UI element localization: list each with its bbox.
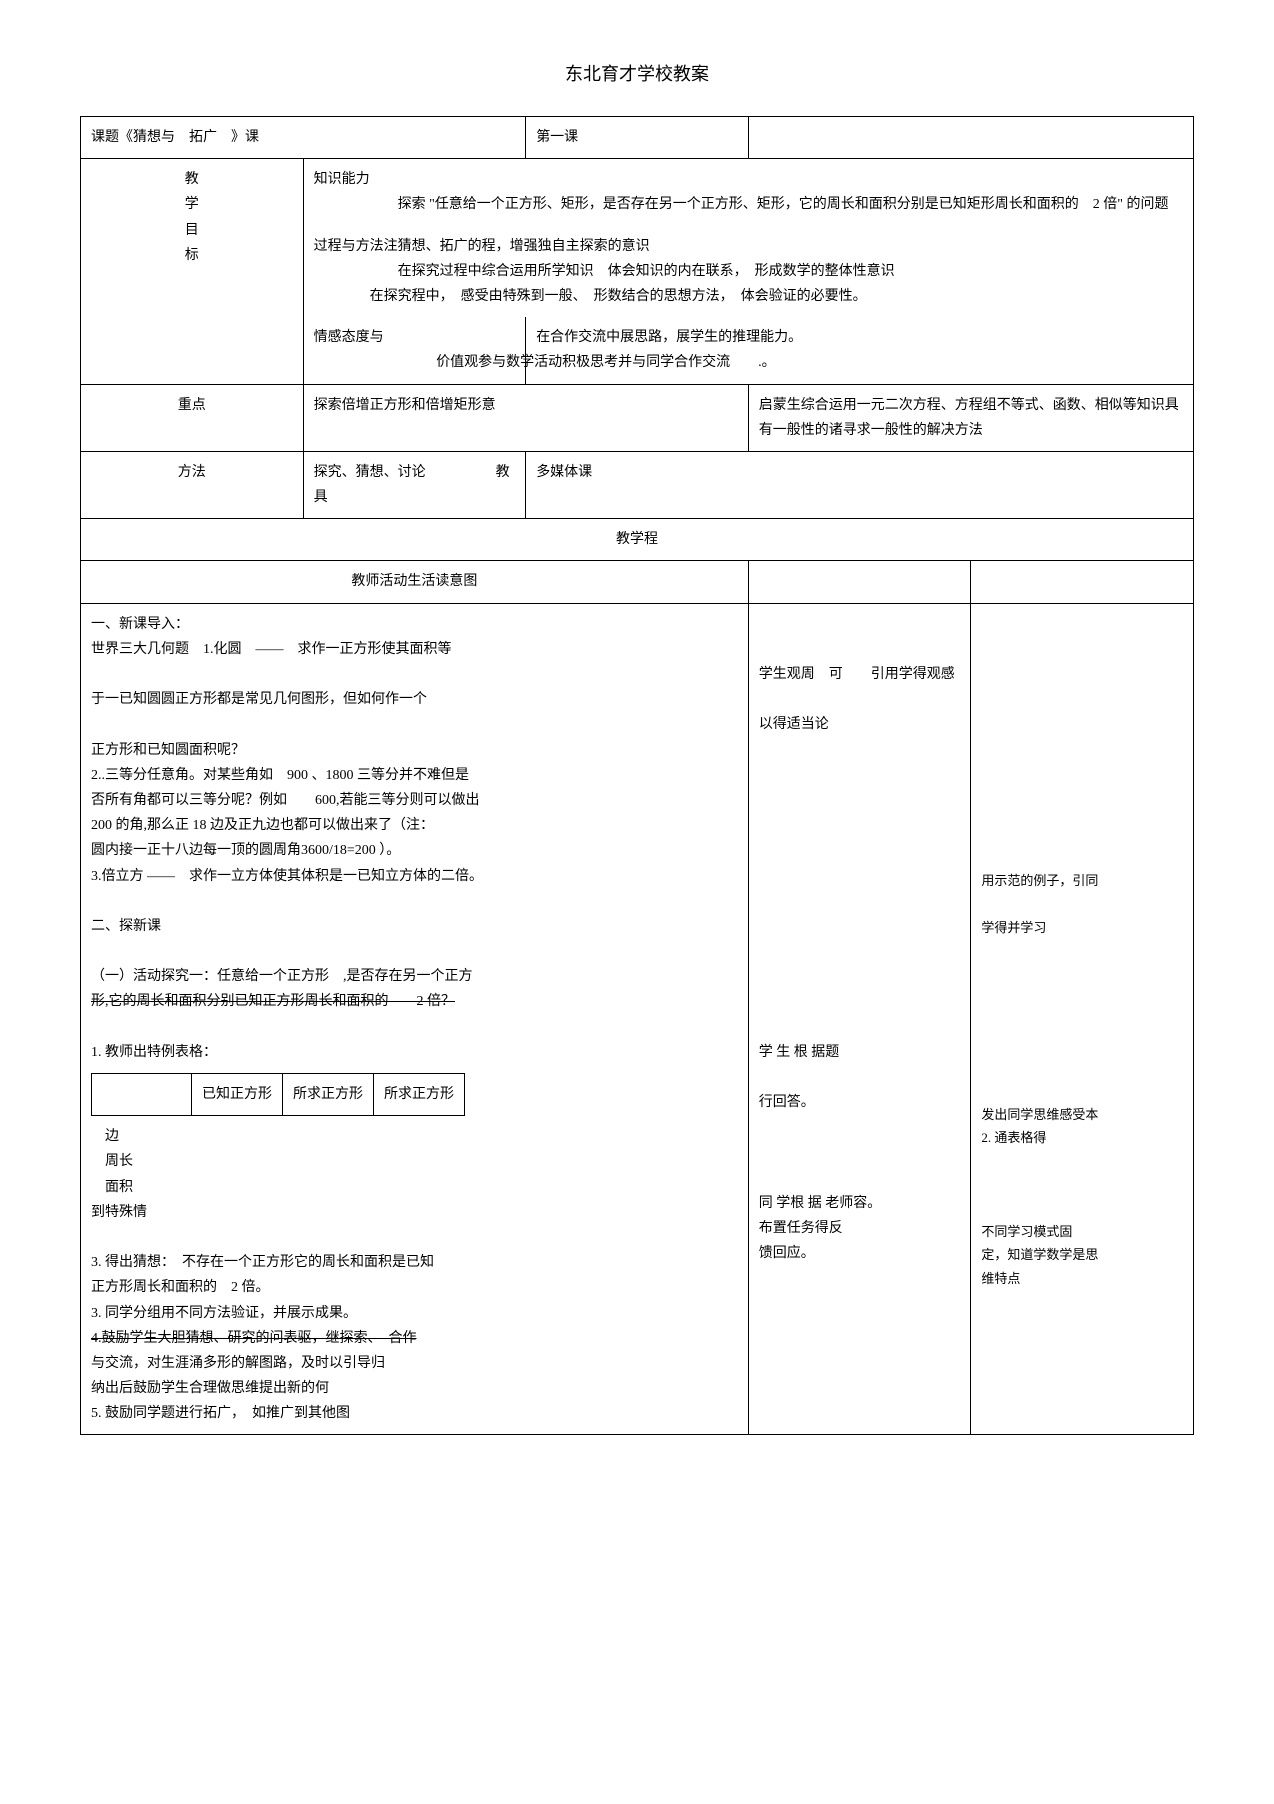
lesson-header-left: 课题《猜想与 拓广 》课 — [81, 117, 526, 159]
design-intent-content: 用示范的例子，引同 学得并学习 发出同学思维感受本 2. 通表格得 不同学习模式… — [971, 603, 1194, 1435]
method-label: 方法 — [81, 451, 304, 518]
teacher-activity-content: 一、新课导入： 世界三大几何题 1.化圆 —— 求作一正方形使其面积等 于一已知… — [81, 603, 749, 1435]
inner-col-2: 所求正方形 — [283, 1074, 374, 1116]
method-text: 探究、猜想、讨论 — [314, 465, 426, 480]
student-item-8: 布置任务得反 — [759, 1221, 843, 1236]
student-item-9: 馈回应。 — [759, 1246, 815, 1261]
lesson-plan-table: 课题《猜想与 拓广 》课 第一课 教学目标 知识能力 探索 "任意给一个正方形、… — [80, 116, 1194, 1435]
example-table: 已知正方形 所求正方形 所求正方形 — [91, 1073, 465, 1116]
student-item-2: 以得适当论 — [759, 717, 829, 732]
student-item-1: 学生观周 可 引用学得观感 — [759, 667, 955, 682]
purpose-item-5: 维特点 — [981, 1271, 1020, 1286]
intro-line-2: 于一已知圆圆正方形都是常见几何图形，但如何作一个 — [91, 692, 427, 707]
intro-line-4: 2..三等分任意角。对某些角如 900 、1800 三等分并不难但是 — [91, 768, 469, 783]
knowledge-content-1: 探索 "任意给一个正方形、矩形，是否存在另一个正方形、矩形，它的周长和面积分别是… — [398, 197, 1169, 212]
student-item-7: 同 学根 据 老师容。 — [759, 1196, 882, 1211]
intro-line-5: 否所有角都可以三等分呢？例如 600,若能三等分则可以做出 — [91, 793, 480, 808]
conjecture-7: 5. 鼓励同学题进行拓广， 如推广到其他图 — [91, 1406, 350, 1421]
conjecture-2: 正方形周长和面积的 2 倍。 — [91, 1280, 270, 1295]
method-content: 探究、猜想、讨论 教具 — [303, 451, 526, 518]
teacher-prompt: 1. 教师出特例表格： — [91, 1045, 217, 1060]
inner-row-2: 周长 — [105, 1154, 133, 1169]
newlesson-title: 二、探新课 — [91, 919, 161, 934]
conjecture-5: 与交流，对生涯涌多形的解图路，及时以引导归 — [91, 1356, 385, 1371]
inner-col-1: 已知正方形 — [192, 1074, 283, 1116]
process-row: 过程与方法注猜想、拓广的程，增强独自主探索的意识 在探究过程中综合运用所学知识 … — [303, 226, 1193, 318]
conjecture-3: 3. 同学分组用不同方法验证，并展示成果。 — [91, 1306, 357, 1321]
intro-line-6: 200 的角,那么正 18 边及正九边也都可以做出来了（注： — [91, 818, 434, 833]
keypoint-content: 探索倍增正方形和倍增矩形意 — [303, 384, 748, 451]
purpose-item-4: 学得并学习 — [981, 920, 1046, 935]
conjecture-1: 3. 得出猜想： 不存在一个正方形它的周长和面积是已知 — [91, 1255, 434, 1270]
intro-line-3: 正方形和已知圆面积呢？ — [91, 743, 245, 758]
lesson-header-right — [748, 117, 1193, 159]
lesson-header-mid: 第一课 — [526, 117, 749, 159]
process-label: 过程与方法注猜想、拓广的程，增强独自主探索的意识 — [314, 239, 650, 254]
conjecture-4-strike: 4.鼓励学生大胆猜想、研究的问表驱，继探索、 合作 — [91, 1331, 417, 1346]
emotion-content: 在合作交流中展思路，展学生的推理能力。 价值观参与数学活动积极思考并与同学合作交… — [526, 317, 1194, 384]
inner-row-3: 面积 — [105, 1180, 133, 1195]
tool-content: 多媒体课 — [526, 451, 1194, 518]
activity-1: （一）活动探究一：任意给一个正方形 ,是否存在另一个正方 — [91, 969, 473, 984]
process-content-1: 在探究过程中综合运用所学知识 体会知识的内在联系， 形成数学的整体性意识 — [398, 264, 895, 279]
difficulty-content: 启蒙生综合运用一元二次方程、方程组不等式、函数、相似等知识具有一般性的诸寻求一般… — [748, 384, 1193, 451]
process-content-2: 在探究程中， 感受由特殊到一般、 形数结合的思想方法， 体会验证的必要性。 — [370, 289, 867, 304]
student-activity-content: 学生观周 可 引用学得观感 以得适当论 学 生 根 据题 行回答。 同 学根 据… — [748, 603, 971, 1435]
objectives-label: 教学目标 — [81, 159, 304, 384]
purpose-item-3b: 不同学习模式固 — [981, 1224, 1072, 1239]
inner-col-3: 所求正方形 — [374, 1074, 465, 1116]
student-activity-header — [748, 561, 971, 603]
activity-1-strike: 形,它的周长和面积分别已知正方形周长和面积的 2 倍？ — [91, 994, 455, 1009]
purpose-item-1: 发出同学思维感受本 — [981, 1107, 1098, 1122]
values-text: 价值观参与数学活动积极思考并与同学合作交流 .。 — [436, 350, 776, 375]
purpose-item-4b: 定，知道学数学是思 — [981, 1247, 1098, 1262]
page-title: 东北育才学校教案 — [80, 60, 1194, 86]
keypoint-label: 重点 — [81, 384, 304, 451]
process-header: 教学程 — [81, 519, 1194, 561]
conjecture-6: 纳出后鼓励学生合理做思维提出新的何 — [91, 1381, 329, 1396]
intro-title: 一、新课导入： — [91, 617, 189, 632]
student-item-6: 行回答。 — [759, 1095, 815, 1110]
emotion-text: 在合作交流中展思路，展学生的推理能力。 — [536, 330, 802, 345]
inner-row-1: 边 — [105, 1129, 119, 1144]
design-intent-header — [971, 561, 1194, 603]
intro-line-8: 3.倍立方 —— 求作一立方体使其体积是一已知立方体的二倍。 — [91, 869, 483, 884]
knowledge-label: 知识能力 — [314, 172, 370, 187]
special-case: 到特殊情 — [91, 1205, 147, 1220]
purpose-item-2: 2. 通表格得 — [981, 1130, 1046, 1145]
knowledge-row: 知识能力 探索 "任意给一个正方形、矩形，是否存在另一个正方形、矩形，它的周长和… — [303, 159, 1193, 226]
intro-line-1: 世界三大几何题 1.化圆 —— 求作一正方形使其面积等 — [91, 642, 452, 657]
intro-line-7: 圆内接一正十八边每一顶的圆周角3600/18=200 ）。 — [91, 843, 400, 858]
student-item-5: 学 生 根 据题 — [759, 1045, 840, 1060]
teacher-activity-header: 教师活动生活读意图 — [81, 561, 749, 603]
purpose-item-3: 用示范的例子，引同 — [981, 873, 1098, 888]
